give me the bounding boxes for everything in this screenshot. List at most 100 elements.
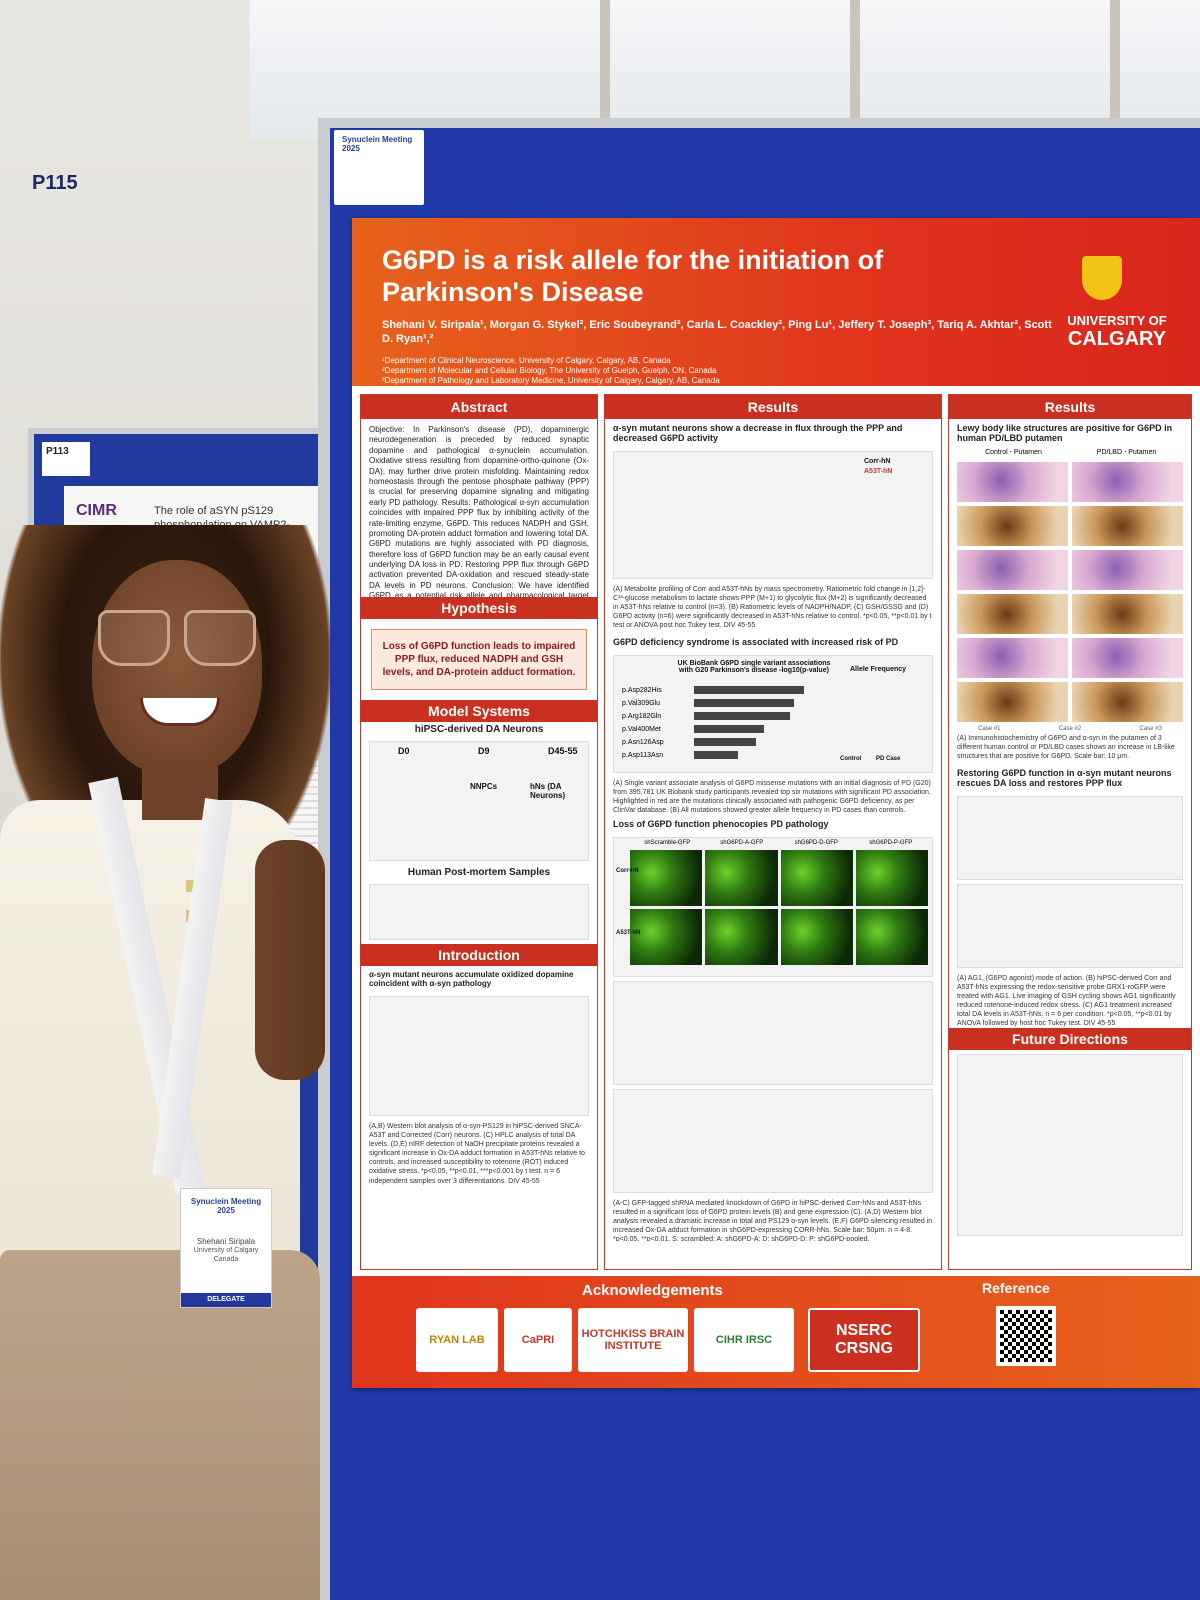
affiliation-line: ²Department of Molecular and Cellular Bi… bbox=[382, 366, 717, 375]
ihc-image bbox=[1072, 462, 1183, 502]
ihc-col-headers: Control - Putamen PD/LBD - Putamen bbox=[949, 447, 1191, 458]
western-blot-figure bbox=[613, 981, 933, 1085]
ihc-image bbox=[957, 638, 1068, 678]
sponsor-logo: CIHR IRSC bbox=[694, 1308, 794, 1372]
glasses-icon bbox=[98, 610, 258, 668]
allele-axis: Control bbox=[840, 756, 862, 762]
results2-heading: Results bbox=[949, 395, 1191, 419]
model-systems-sub2: Human Post-mortem Samples bbox=[407, 867, 551, 878]
ag1-pathway-figure bbox=[957, 796, 1183, 880]
glasses-lens bbox=[98, 610, 170, 666]
variant-label: p.Asp282His bbox=[622, 687, 662, 694]
university-name-line1: UNIVERSITY OF bbox=[1067, 313, 1167, 328]
middle-column: Results α-syn mutant neurons show a decr… bbox=[604, 394, 942, 1270]
ihc-image bbox=[1072, 594, 1183, 634]
badge-role: DELEGATE bbox=[181, 1293, 271, 1307]
abstract-text: Objective: In Parkinson's disease (PD), … bbox=[369, 425, 589, 597]
model-systems-heading: Model Systems bbox=[361, 700, 597, 722]
window-frame bbox=[1110, 0, 1120, 140]
ihc-image bbox=[1072, 550, 1183, 590]
person-pants bbox=[0, 1250, 320, 1600]
person-arm bbox=[255, 840, 325, 1080]
variant-bar bbox=[694, 751, 738, 759]
sponsor-logo: CaPRI bbox=[504, 1308, 572, 1372]
window-frame bbox=[600, 0, 610, 140]
postmortem-diagram bbox=[369, 884, 589, 940]
introduction-heading: Introduction bbox=[361, 944, 597, 966]
legend-entry: A53T-hN bbox=[864, 468, 893, 475]
results-caption1: (A) Metabolite profiling of Corr and A53… bbox=[613, 586, 932, 630]
ihc-image bbox=[1072, 506, 1183, 546]
gfp-image bbox=[780, 850, 853, 906]
research-poster: G6PD is a risk allele for the initiation… bbox=[352, 218, 1200, 1388]
ihc-image-grid bbox=[949, 458, 1191, 726]
results-heading: Results bbox=[605, 395, 941, 419]
affiliation-line: ³Department of Pathology and Laboratory … bbox=[382, 376, 720, 385]
gfp-image-grid bbox=[614, 846, 932, 969]
name-badge: Synuclein Meeting 2025 Shehani Siripala … bbox=[180, 1188, 272, 1308]
results2-sub1: Lewy body like structures are positive f… bbox=[957, 423, 1173, 443]
stage-label: D0 bbox=[398, 746, 410, 756]
row-label: Corr-hN bbox=[616, 868, 639, 874]
results2-caption2: (A) AG1, (G6PD agonist) mode of action. … bbox=[957, 975, 1176, 1028]
ihc-col-header: Control - Putamen bbox=[985, 449, 1042, 456]
stage-label: D45-55 bbox=[548, 746, 578, 756]
university-name: UNIVERSITY OF CALGARY bbox=[1042, 313, 1192, 351]
variant-label: p.Asn126Asp bbox=[622, 739, 664, 746]
stage-label: D9 bbox=[478, 746, 490, 756]
variant-label: p.Val309Glu bbox=[622, 700, 661, 707]
abstract-heading: Abstract bbox=[361, 395, 597, 419]
tag-logo: Synuclein Meeting 2025 bbox=[342, 135, 413, 153]
introduction-subtitle: α-syn mutant neurons accumulate oxidized… bbox=[369, 970, 574, 988]
poster-affiliations: ¹Department of Clinical Neuroscience, Un… bbox=[382, 356, 1002, 386]
future-directions-figure bbox=[957, 1054, 1183, 1236]
variant-bar bbox=[694, 686, 804, 694]
case-label: Case #3 bbox=[1139, 726, 1162, 732]
oxda-figure bbox=[613, 1089, 933, 1193]
variant-bar bbox=[694, 712, 790, 720]
case-labels: Case #1 Case #2 Case #3 bbox=[949, 726, 1191, 732]
board-tag: Synuclein Meeting 2025 bbox=[334, 130, 424, 205]
glasses-lens bbox=[184, 610, 256, 666]
allele-title: Allele Frequency bbox=[850, 666, 907, 673]
results-caption3: (A-C) GFP-tagged shRNA mediated knockdow… bbox=[613, 1200, 933, 1241]
gfp-image bbox=[780, 909, 853, 965]
qr-code-icon bbox=[996, 1306, 1056, 1366]
case-label: Case #1 bbox=[978, 726, 1001, 732]
left-column: Abstract Objective: In Parkinson's disea… bbox=[360, 394, 598, 1270]
poster-title: G6PD is a risk allele for the initiation… bbox=[382, 245, 884, 308]
gfp-image bbox=[630, 850, 703, 906]
poster-banner: G6PD is a risk allele for the initiation… bbox=[352, 218, 1200, 386]
university-crest-icon bbox=[1082, 256, 1122, 300]
right-column: Results Lewy body like structures are po… bbox=[948, 394, 1192, 1270]
gfp-col-header: shG6PD-D-GFP bbox=[794, 840, 838, 846]
window-frame bbox=[850, 0, 860, 140]
ihc-image bbox=[1072, 638, 1183, 678]
gfp-figure: shScramble-GFP shG6PD-A-GFP shG6PD-D-GFP… bbox=[613, 837, 933, 977]
gfp-col-header: shG6PD-P-GFP bbox=[869, 840, 913, 846]
ppp-flux-figure: Corr-hN A53T-hN bbox=[613, 451, 933, 579]
cell-label: NNPCs bbox=[470, 782, 498, 791]
legend-entry: Corr-hN bbox=[864, 458, 891, 465]
ihc-image bbox=[957, 550, 1068, 590]
model-diagram: D0 D9 D45-55 NNPCs hNs (DA Neurons) bbox=[369, 741, 589, 861]
board-tag-back: P113 bbox=[42, 442, 90, 476]
badge-affiliation: University of Calgary Canada bbox=[193, 1247, 259, 1263]
sponsor-logo: RYAN LAB bbox=[416, 1308, 498, 1372]
university-name-line2: CALGARY bbox=[1067, 328, 1167, 351]
variant-list: p.Asp282His p.Val309Glu p.Arg182Gln p.Va… bbox=[622, 684, 664, 762]
model-systems-sub1: hiPSC-derived DA Neurons bbox=[414, 724, 544, 735]
case-label: Case #2 bbox=[1058, 726, 1082, 732]
row-label: A53T-hN bbox=[616, 930, 641, 936]
gfp-col-headers: shScramble-GFP shG6PD-A-GFP shG6PD-D-GFP… bbox=[614, 838, 932, 846]
reference-heading: Reference bbox=[982, 1280, 1050, 1296]
introduction-figure bbox=[369, 996, 589, 1116]
hypothesis-heading: Hypothesis bbox=[361, 597, 597, 619]
gfp-image bbox=[855, 850, 928, 906]
ukb-figure: UK BioBank G6PD single variant associati… bbox=[613, 655, 933, 773]
poster-footer: Acknowledgements Reference RYAN LAB CaPR… bbox=[352, 1276, 1200, 1388]
cell-label: hNs (DA Neurons) bbox=[530, 782, 566, 800]
hypothesis-text: Loss of G6PD function leads to impaired … bbox=[371, 629, 587, 690]
ihc-image bbox=[957, 594, 1068, 634]
gfp-col-header: shG6PD-A-GFP bbox=[720, 840, 764, 846]
